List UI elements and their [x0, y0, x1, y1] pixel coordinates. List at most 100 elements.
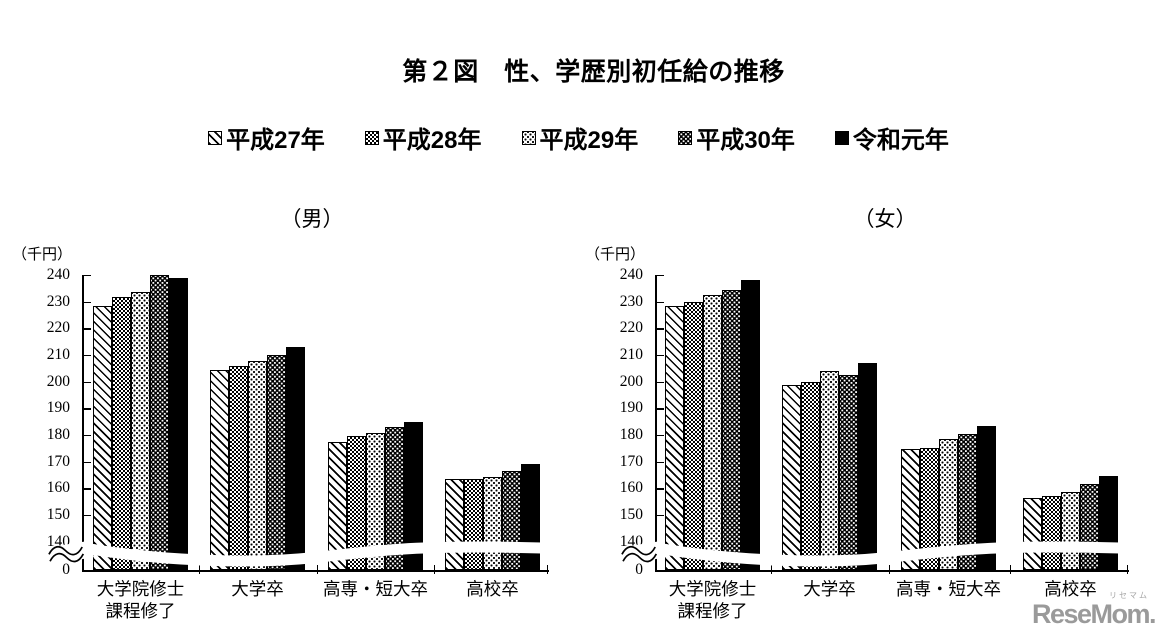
y-tick [655, 434, 664, 437]
y-tick-label: 150 [619, 505, 643, 523]
bar-平成29年-大学院修士課程修了 [131, 292, 150, 570]
chart-men-title: （男） [280, 208, 344, 231]
y-tick [655, 328, 664, 330]
legend-label-reiwa1: 令和元年 [852, 127, 949, 154]
bar-平成29年-大学院修士課程修了 [703, 294, 722, 570]
legend-label-heisei30: 平成30年 [696, 127, 795, 154]
y-tick [655, 488, 664, 490]
category-label: 大学卒 [803, 579, 856, 599]
y-tick [82, 434, 91, 437]
resemom-watermark: リセマム ReseMom. [1028, 591, 1157, 629]
legend-swatch-diagonal-hatch-icon [208, 130, 223, 145]
y-tick-label: 210 [46, 345, 70, 363]
y-tick [82, 328, 91, 330]
chart-men-unit-label: （千円） [12, 247, 73, 263]
x-tick-end [1127, 565, 1129, 574]
bar-令和元年-高専・短大卒 [977, 425, 996, 570]
category-label: 大学院修士 課程修了 [96, 579, 185, 621]
y-tick [655, 275, 664, 277]
x-tick [771, 565, 773, 574]
y-tick [82, 381, 91, 383]
bar-平成28年-大学院修士課程修了 [112, 297, 131, 570]
bar-平成28年-大学卒 [801, 381, 820, 570]
legend-swatch-dark-diamond-dots-icon [678, 130, 693, 145]
y-tick [655, 301, 664, 304]
y-tick [82, 408, 91, 410]
bar-平成30年-大学卒 [267, 354, 286, 570]
bar-令和元年-高専・短大卒 [404, 422, 423, 570]
bar-平成28年-高専・短大卒 [920, 447, 939, 570]
legend-swatch-checkerboard-icon [364, 130, 379, 145]
x-tick [316, 565, 318, 574]
bar-平成27年-高校卒 [445, 479, 464, 570]
bar-平成29年-高校卒 [1061, 492, 1080, 570]
bar-平成29年-大学卒 [248, 360, 267, 570]
bar-平成29年-大学卒 [820, 370, 839, 570]
y-tick [82, 301, 91, 304]
y-tick [655, 514, 664, 517]
x-tick-end [547, 565, 549, 574]
bar-平成29年-高専・短大卒 [939, 439, 958, 570]
bar-平成30年-高専・短大卒 [385, 427, 404, 570]
y-tick-label: 140 [46, 532, 70, 550]
y-tick-label: 240 [46, 266, 70, 283]
y-tick [82, 461, 91, 463]
category-label: 高専・短大卒 [323, 579, 428, 599]
bar-平成28年-高校卒 [1042, 495, 1061, 570]
y-tick-label: 150 [46, 505, 70, 523]
y-tick [655, 354, 664, 357]
category-label: 高校卒 [466, 579, 519, 599]
legend-item-reiwa1: 令和元年 [834, 120, 949, 155]
bar-平成30年-大学卒 [839, 374, 858, 570]
y-tick-label: 190 [46, 399, 70, 417]
bar-令和元年-大学院修士課程修了 [169, 277, 188, 570]
bar-平成30年-大学院修士課程修了 [722, 289, 741, 570]
bar-令和元年-大学卒 [858, 363, 877, 570]
bar-平成29年-高校卒 [483, 477, 502, 570]
legend-label-heisei28: 平成28年 [382, 127, 482, 154]
y-tick-label: 220 [619, 319, 643, 337]
legend-swatch-solid-black-icon [834, 130, 849, 145]
bar-平成28年-大学院修士課程修了 [684, 302, 703, 570]
bar-平成28年-高専・短大卒 [347, 435, 366, 570]
y-tick-label: 240 [619, 266, 643, 283]
y-tick-label: 180 [619, 425, 643, 443]
category-label: 高校卒 [1044, 579, 1097, 599]
y-tick-label: 230 [619, 292, 643, 310]
category-label: 高専・短大卒 [896, 579, 1001, 599]
category-label: 大学卒 [231, 579, 284, 599]
bar-平成28年-大学卒 [229, 365, 248, 570]
chart-men: （男） （千円） 240 230 220 210 200 190 180 170 160 150 1… [0, 195, 572, 637]
legend-label-heisei29: 平成29年 [539, 127, 639, 154]
resemom-watermark-ruby: リセマム [1109, 591, 1149, 600]
bar-平成27年-大学院修士課程修了 [665, 305, 684, 570]
legend-item-heisei29: 平成29年 [521, 120, 639, 155]
legend-label-heisei27: 平成27年 [226, 127, 325, 154]
legend-item-heisei27: 平成27年 [208, 120, 325, 155]
bar-平成27年-高専・短大卒 [901, 449, 920, 570]
y-tick-label: 160 [619, 479, 643, 497]
bar-令和元年-高校卒 [1099, 475, 1118, 570]
resemom-logo: ReseMom. [1031, 599, 1157, 629]
bar-平成30年-高専・短大卒 [958, 433, 977, 570]
bar-平成27年-大学卒 [782, 384, 801, 570]
page-title: 第２図 性、学歴別初任給の推移 [402, 58, 785, 86]
y-axis [82, 275, 84, 570]
x-tick [199, 565, 201, 574]
x-axis [82, 570, 549, 572]
y-tick [82, 541, 91, 543]
y-tick-label: 160 [46, 479, 70, 497]
y-tick-label: 210 [619, 345, 643, 363]
x-axis [655, 570, 1129, 572]
bar-令和元年-高校卒 [521, 464, 540, 570]
y-tick [655, 541, 664, 543]
bar-平成30年-高校卒 [1080, 484, 1099, 570]
bar-平成28年-高校卒 [464, 478, 483, 570]
bar-平成27年-大学院修士課程修了 [93, 305, 112, 570]
y-tick-label: 220 [46, 319, 70, 337]
y-tick-label: 230 [46, 292, 70, 310]
y-tick-label: 180 [46, 425, 70, 443]
bar-令和元年-大学院修士課程修了 [741, 279, 760, 570]
y-tick [655, 381, 664, 383]
y-tick [82, 514, 91, 517]
